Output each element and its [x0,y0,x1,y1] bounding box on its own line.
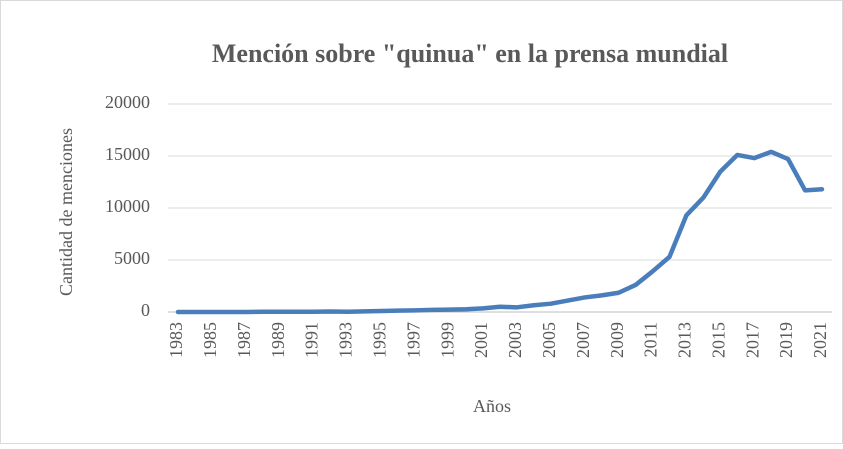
x-tick-label: 2011 [641,322,661,357]
y-tick-label: 15000 [105,144,150,164]
y-tick-label: 5000 [114,248,150,268]
x-tick-label: 2009 [607,322,627,358]
x-tick-label: 1983 [166,322,186,358]
x-tick-label: 1999 [437,322,457,358]
chart-title: Mención sobre "quinua" en la prensa mund… [212,39,728,68]
data-line [175,149,825,315]
x-tick-label: 2001 [471,322,491,358]
x-tick-label: 2021 [810,322,830,358]
x-tick-label: 1995 [369,322,389,358]
x-tick-label: 2013 [675,322,695,358]
x-tick-label: 1987 [234,322,254,358]
y-axis-label: Cantidad de menciones [56,128,76,296]
y-tick-label: 10000 [105,196,150,216]
x-axis-label: Años [473,396,511,416]
x-tick-label: 1985 [200,322,220,358]
x-tick-label: 2015 [708,322,728,358]
y-tick-label: 20000 [105,92,150,112]
y-tick-label: 0 [141,300,150,320]
x-tick-label: 1989 [268,322,288,358]
x-tick-label: 1993 [336,322,356,358]
x-tick-label: 2003 [505,322,525,358]
x-tick-label: 2007 [573,322,593,358]
x-tick-label: 1997 [403,322,423,358]
x-tick-label: 2019 [776,322,796,358]
x-tick-label: 2017 [742,322,762,358]
x-tick-label: 2005 [539,322,559,358]
x-tick-label: 1991 [302,322,322,358]
